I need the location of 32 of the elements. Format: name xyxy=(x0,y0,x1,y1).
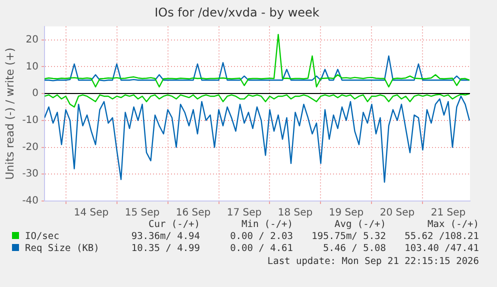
legend-label: Req Size (KB) xyxy=(24,243,100,255)
x-tick-label: 21 Sep xyxy=(430,208,466,219)
text: 93.36m/ 4.94 xyxy=(130,231,200,243)
x-tick-label: 18 Sep xyxy=(278,208,313,219)
y-tick-label: 20 xyxy=(26,34,39,46)
text: 5.46 / 5.08 xyxy=(322,243,386,255)
text: 10.35 / 4.99 xyxy=(130,243,200,255)
x-tick-label: 17 Sep xyxy=(226,208,262,219)
text: Cur (-/+) xyxy=(148,219,200,231)
y-axis-title: Units read (-) / write (+) xyxy=(3,48,16,180)
y-tick-label: -30 xyxy=(22,168,39,180)
x-tick-label: 15 Sep xyxy=(124,208,160,219)
chart-title: IOs for /dev/xvda - by week xyxy=(154,5,320,20)
text: 195.75m/ 5.32 xyxy=(310,231,386,243)
y-tick-label: 10 xyxy=(26,61,39,72)
text: 0.00 / 2.03 xyxy=(229,231,293,243)
y-tick-label: -40 xyxy=(22,196,39,207)
x-tick-label: 16 Sep xyxy=(176,208,211,219)
text: Min (-/+) xyxy=(240,219,293,231)
x-tick-label: 20 Sep xyxy=(380,208,415,219)
text: Last update: Mon Sep 21 22:15:15 2026 xyxy=(267,256,479,267)
x-tick-label: 14 Sep xyxy=(74,208,109,219)
y-tick-label: -10 xyxy=(22,115,39,126)
text: 0.00 / 4.61 xyxy=(229,243,293,255)
text: Max (-/+) xyxy=(426,219,479,231)
x-tick-label: 19 Sep xyxy=(328,208,364,219)
text: Avg (-/+) xyxy=(334,219,386,231)
y-tick-label: -20 xyxy=(22,142,39,153)
y-tick-label: 0 xyxy=(32,88,39,100)
text: 103.40 /47.41 xyxy=(404,243,479,255)
legend-label: IO/sec xyxy=(24,231,60,243)
text: 55.62 /108.21 xyxy=(404,231,479,243)
